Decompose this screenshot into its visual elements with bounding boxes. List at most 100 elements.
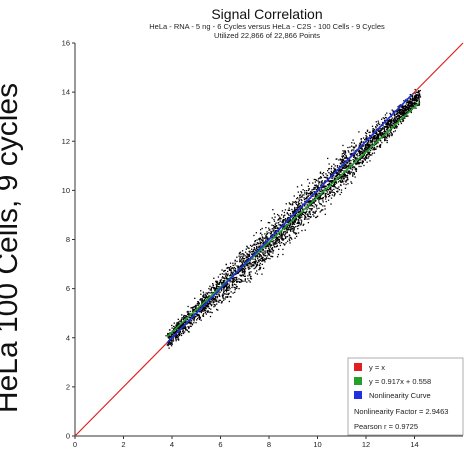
data-point (268, 251, 271, 253)
data-point (292, 216, 294, 219)
data-point (294, 221, 296, 223)
data-point (368, 145, 371, 147)
data-point (307, 189, 310, 191)
legend-label: Nonlinearity Curve (369, 391, 431, 400)
data-point (168, 341, 171, 343)
data-point (262, 241, 265, 243)
data-point (282, 218, 284, 221)
data-point (272, 227, 275, 229)
data-point (261, 260, 263, 262)
data-point (388, 134, 390, 137)
data-point (279, 233, 281, 236)
data-point (361, 157, 363, 159)
data-point (377, 142, 379, 144)
data-point (381, 127, 384, 129)
data-point (223, 270, 225, 272)
data-point (291, 226, 293, 228)
data-point (319, 197, 322, 199)
data-point (289, 225, 291, 227)
data-point (358, 144, 360, 146)
data-point (270, 240, 272, 243)
data-point (202, 313, 205, 315)
data-point (175, 335, 177, 337)
data-point (280, 234, 283, 236)
data-point (217, 300, 219, 303)
y-tick-label: 0 (66, 432, 70, 441)
data-point (397, 111, 399, 114)
data-point (265, 247, 267, 250)
data-point (364, 143, 366, 146)
data-point (301, 220, 303, 222)
data-point (206, 292, 209, 294)
data-point (262, 243, 264, 245)
data-point (405, 115, 407, 117)
data-point (177, 339, 180, 341)
data-point (342, 181, 344, 183)
data-point (274, 242, 276, 244)
data-point (268, 254, 270, 256)
data-point (363, 149, 365, 151)
data-point (293, 210, 295, 212)
data-point (250, 271, 252, 273)
data-point (339, 168, 341, 170)
data-point (411, 98, 414, 100)
data-point (358, 152, 361, 154)
data-point (270, 244, 272, 246)
data-point (330, 179, 332, 182)
data-point (284, 209, 287, 211)
data-point (183, 317, 186, 319)
data-point (183, 331, 186, 333)
data-point (264, 233, 266, 235)
data-point (360, 141, 363, 143)
data-point (382, 121, 384, 124)
data-point (352, 171, 354, 174)
data-point (182, 331, 184, 333)
data-point (170, 334, 173, 336)
data-point (316, 187, 318, 189)
data-point (368, 134, 371, 136)
data-point (365, 154, 368, 157)
data-point (354, 168, 356, 170)
data-point (353, 156, 355, 158)
data-point (169, 335, 171, 338)
data-point (384, 116, 387, 119)
data-point (345, 154, 347, 157)
data-point (199, 317, 201, 319)
data-point (362, 141, 365, 143)
data-point (260, 257, 263, 260)
data-point (386, 134, 388, 136)
data-point (282, 221, 284, 224)
data-point (185, 329, 188, 331)
data-point (331, 171, 333, 174)
data-point (225, 273, 227, 276)
data-point (391, 132, 393, 135)
data-point (350, 152, 352, 155)
data-point (329, 180, 331, 183)
data-point (236, 285, 238, 288)
data-point (248, 247, 250, 249)
data-point (320, 203, 322, 206)
data-point (282, 233, 284, 235)
data-point (259, 232, 262, 235)
data-point (224, 292, 226, 295)
data-point (316, 198, 319, 200)
data-point (272, 236, 274, 238)
data-point (224, 285, 227, 287)
data-point (214, 288, 216, 290)
data-point (341, 155, 343, 157)
data-point (393, 117, 396, 119)
data-point (304, 200, 306, 203)
data-point (210, 299, 213, 301)
data-point (189, 325, 191, 327)
data-point (310, 194, 312, 196)
data-point (343, 174, 346, 177)
data-point (377, 120, 379, 122)
data-point (230, 268, 232, 271)
data-point (341, 166, 343, 168)
data-point (335, 172, 337, 175)
data-point (320, 194, 322, 196)
data-point (265, 257, 268, 259)
data-point (329, 180, 331, 182)
data-point (293, 211, 296, 213)
data-point (355, 167, 357, 170)
